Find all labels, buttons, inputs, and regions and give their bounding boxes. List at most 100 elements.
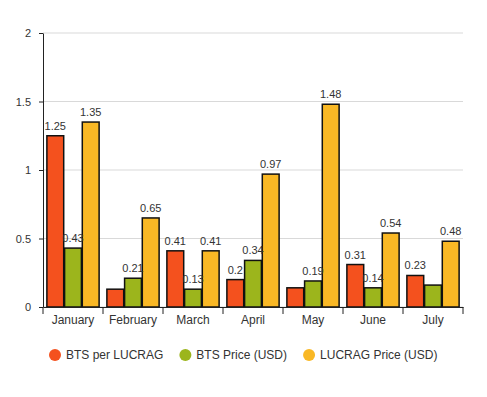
- legend-swatch: [303, 349, 315, 361]
- data-label: 0.43: [62, 232, 83, 244]
- data-label: 1.48: [320, 88, 341, 100]
- data-label: 0.48: [440, 225, 461, 237]
- data-label: 0.54: [380, 217, 401, 229]
- data-label: 1.25: [45, 120, 66, 132]
- grid-line: [43, 101, 463, 102]
- data-label: 1.35: [80, 106, 101, 118]
- chart: 0 0.5 1 1.5 2 January February March April May Jun…: [0, 0, 487, 397]
- x-tick-label: January: [52, 313, 95, 327]
- y-tick: 0.5: [16, 233, 43, 245]
- legend-swatch: [179, 349, 191, 361]
- bar: [202, 251, 219, 307]
- y-tick-label: 1: [25, 164, 31, 176]
- x-separators: [43, 307, 463, 314]
- bar: [142, 218, 159, 307]
- grid: [43, 33, 463, 307]
- y-tick-label: 0.5: [16, 233, 31, 245]
- x-separator: [103, 307, 104, 314]
- y-tick: 1: [25, 164, 43, 176]
- bar: [47, 136, 64, 307]
- bar-series: [47, 136, 424, 307]
- legend-item: BTS per LUCRAG: [49, 348, 163, 362]
- bar: [425, 285, 442, 307]
- grid-line: [43, 238, 463, 239]
- x-separator: [163, 307, 164, 314]
- bar: [107, 289, 124, 307]
- y-tick-mark: [39, 170, 43, 171]
- legend-label: BTS Price (USD): [196, 348, 287, 362]
- plot: 0 0.5 1 1.5 2 January February March April May Jun…: [16, 27, 464, 327]
- data-label: 0.21: [122, 262, 143, 274]
- data-label: 0.23: [405, 259, 426, 271]
- x-tick-label: May: [302, 313, 325, 327]
- bar: [382, 233, 399, 307]
- y-tick-mark: [39, 33, 43, 34]
- data-labels: 1.250.410.20.310.230.430.210.130.340.190…: [45, 88, 462, 285]
- y-tick-label: 1.5: [16, 96, 31, 108]
- x-separator: [43, 307, 44, 314]
- x-tick-label: March: [176, 313, 209, 327]
- data-label: 0.97: [260, 158, 281, 170]
- legend-swatch: [49, 349, 61, 361]
- y-axis-line: [43, 34, 44, 308]
- x-separator: [283, 307, 284, 314]
- bar: [287, 288, 304, 307]
- bar: [442, 241, 459, 307]
- y-axis: 0 0.5 1 1.5 2: [16, 27, 44, 313]
- grid-line: [43, 170, 463, 171]
- x-separator: [463, 307, 464, 314]
- y-tick: 0: [25, 301, 43, 313]
- x-tick: April: [241, 313, 265, 327]
- bar-series: [82, 104, 459, 307]
- bar: [82, 122, 99, 307]
- bar: [262, 174, 279, 307]
- x-tick: February: [109, 313, 157, 327]
- y-tick-mark: [39, 102, 43, 103]
- bar: [65, 248, 82, 307]
- bar: [185, 289, 202, 307]
- data-label: 0.19: [302, 265, 323, 277]
- data-label: 0.41: [200, 235, 221, 247]
- bar: [322, 104, 339, 307]
- y-tick-label: 0: [25, 301, 31, 313]
- data-label: 0.65: [140, 202, 161, 214]
- bar: [347, 265, 364, 307]
- legend-label: LUCRAG Price (USD): [320, 348, 437, 362]
- grid-line: [43, 33, 463, 34]
- bar: [305, 281, 322, 307]
- bar: [167, 251, 184, 307]
- bar: [245, 260, 262, 307]
- bar: [227, 280, 244, 307]
- data-label: 0.34: [242, 244, 263, 256]
- legend-item: BTS Price (USD): [179, 348, 287, 362]
- x-tick: January: [52, 313, 95, 327]
- x-tick-label: July: [422, 313, 443, 327]
- legend: BTS per LUCRAG BTS Price (USD) LUCRAG Pric…: [49, 348, 437, 362]
- x-axis: January February March April May June July: [43, 307, 464, 327]
- y-tick-label: 2: [25, 27, 31, 39]
- x-separator: [223, 307, 224, 314]
- x-tick-label: June: [360, 313, 386, 327]
- x-tick: March: [176, 313, 209, 327]
- data-label: 0.14: [362, 272, 383, 284]
- legend-label: BTS per LUCRAG: [66, 348, 163, 362]
- data-label: 0.41: [165, 235, 186, 247]
- data-label: 0.13: [182, 273, 203, 285]
- bar: [407, 275, 424, 307]
- y-tick: 1.5: [16, 96, 43, 108]
- x-separator: [403, 307, 404, 314]
- y-tick-mark: [39, 239, 43, 240]
- y-tick: 2: [25, 27, 43, 39]
- legend-item: LUCRAG Price (USD): [303, 348, 437, 362]
- bar: [365, 288, 382, 307]
- x-tick-label: April: [241, 313, 265, 327]
- x-separator: [343, 307, 344, 314]
- y-tick-mark: [39, 307, 43, 308]
- bars: [47, 104, 459, 307]
- x-axis-line: [44, 307, 464, 308]
- x-tick-label: February: [109, 313, 157, 327]
- data-label: 0.2: [228, 264, 243, 276]
- x-tick: July: [422, 313, 443, 327]
- bar: [125, 278, 142, 307]
- x-tick: June: [360, 313, 386, 327]
